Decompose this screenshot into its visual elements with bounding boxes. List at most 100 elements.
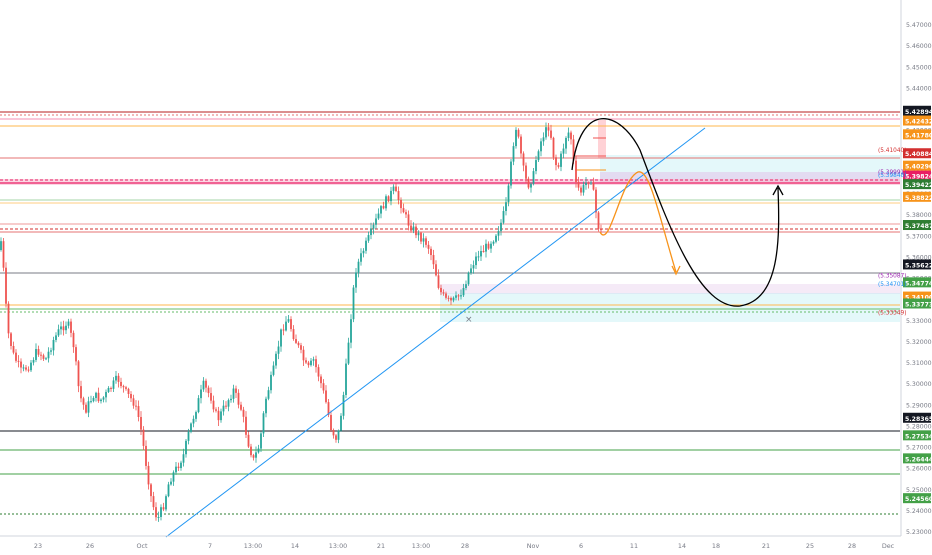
candle-body [443,292,445,293]
y-tick-label: 5.30000 [906,381,932,388]
candle-body [85,405,87,413]
candle-body [505,202,507,211]
candle-body [268,390,270,399]
candle-body [38,349,40,355]
candle-body [10,333,12,346]
price-tag-label: 5.27534 [905,433,932,440]
candle-body [408,214,410,225]
candle-body [335,435,337,439]
candle-body [598,212,600,228]
candle-body [140,417,142,430]
candle-body [530,184,532,188]
candle-body [270,375,272,390]
candle-body [413,227,415,231]
candle-body [343,395,345,416]
candle-body [450,298,452,300]
candle-body [245,417,247,435]
price-tag-label: 5.24560 [905,496,932,503]
candle-body [235,389,237,393]
candle-body [523,153,525,165]
x-tick-label: 28 [848,542,856,550]
candle-body [190,423,192,431]
candle-body [578,182,580,188]
candle-body [200,389,202,398]
candle-body [348,343,350,364]
candle-body [520,137,522,154]
candle-body [283,330,285,331]
candle-body [538,151,540,160]
candle-body [13,346,15,353]
y-tick-label: 5.27000 [906,445,932,452]
candle-body [543,137,545,141]
candle-body [35,349,37,360]
candle-body [590,183,592,184]
candle-body [205,381,207,388]
candle-body [43,355,45,359]
candle-body [575,161,577,182]
candle-body [55,335,57,340]
candle-body [285,322,287,331]
candle-body [168,484,170,496]
projection-path-orange [600,172,676,272]
candle-body [405,212,407,214]
candle-body [403,208,405,212]
candle-body [70,322,72,333]
price-tag-label: 5.34774 [905,280,932,287]
candle-body [135,406,137,407]
candle-body [518,130,520,137]
candle-body [23,367,25,368]
candle-body [230,399,232,400]
candle-body [105,392,107,397]
candle-body [170,482,172,485]
support-zone [440,293,900,322]
price-tag-label: 5.42894 [905,109,932,116]
candle-body [113,380,115,388]
candle-body [65,326,67,330]
candle-body [143,430,145,446]
y-tick-label: 5.24000 [906,508,932,515]
candle-body [133,398,135,405]
candle-body [493,242,495,244]
candle-body [350,319,352,342]
x-tick-label: 13:00 [244,542,262,550]
zones-layer [0,120,900,322]
price-tags-layer: 5.428945.424325.417805.408845.402965.398… [903,106,932,503]
candle-body [125,387,127,389]
candle-body [288,319,290,322]
x-tick-label: 6 [579,542,583,550]
candle-body [410,226,412,231]
level-label: (5.34701) [878,282,907,288]
candle-body [473,265,475,268]
y-tick-label: 5.26000 [906,466,932,473]
candle-body [53,340,55,350]
candle-body [175,467,177,473]
candle-body [193,419,195,424]
candle-body [203,381,205,390]
candle-body [553,138,555,157]
candle-body [465,284,467,288]
candle-body [333,430,335,435]
y-tick-label: 5.47000 [906,22,932,29]
candle-body [165,496,167,509]
candle-body [15,353,17,361]
x-tick-label: 18 [712,542,720,550]
candle-body [223,406,225,412]
candle-body [130,394,132,398]
x-tick-label: 21 [762,542,770,550]
time-axis[interactable]: 23 26 Oct 7 13:00 14 13:00 21 13:00 28 Nov 6 11 14 18 2… [0,536,901,550]
candle-body [25,367,27,369]
candle-body [68,322,70,326]
candle-body [218,411,220,420]
y-tick-label: 5.44000 [906,85,932,92]
x-tick-label: 21 [377,542,385,550]
candle-body [58,329,60,335]
candle-body [373,225,375,229]
candle-body [565,138,567,149]
y-tick-label: 5.33000 [906,318,932,325]
candle-body [95,393,97,398]
candle-body [525,166,527,179]
candle-body [63,326,65,330]
candle-body [560,154,562,167]
